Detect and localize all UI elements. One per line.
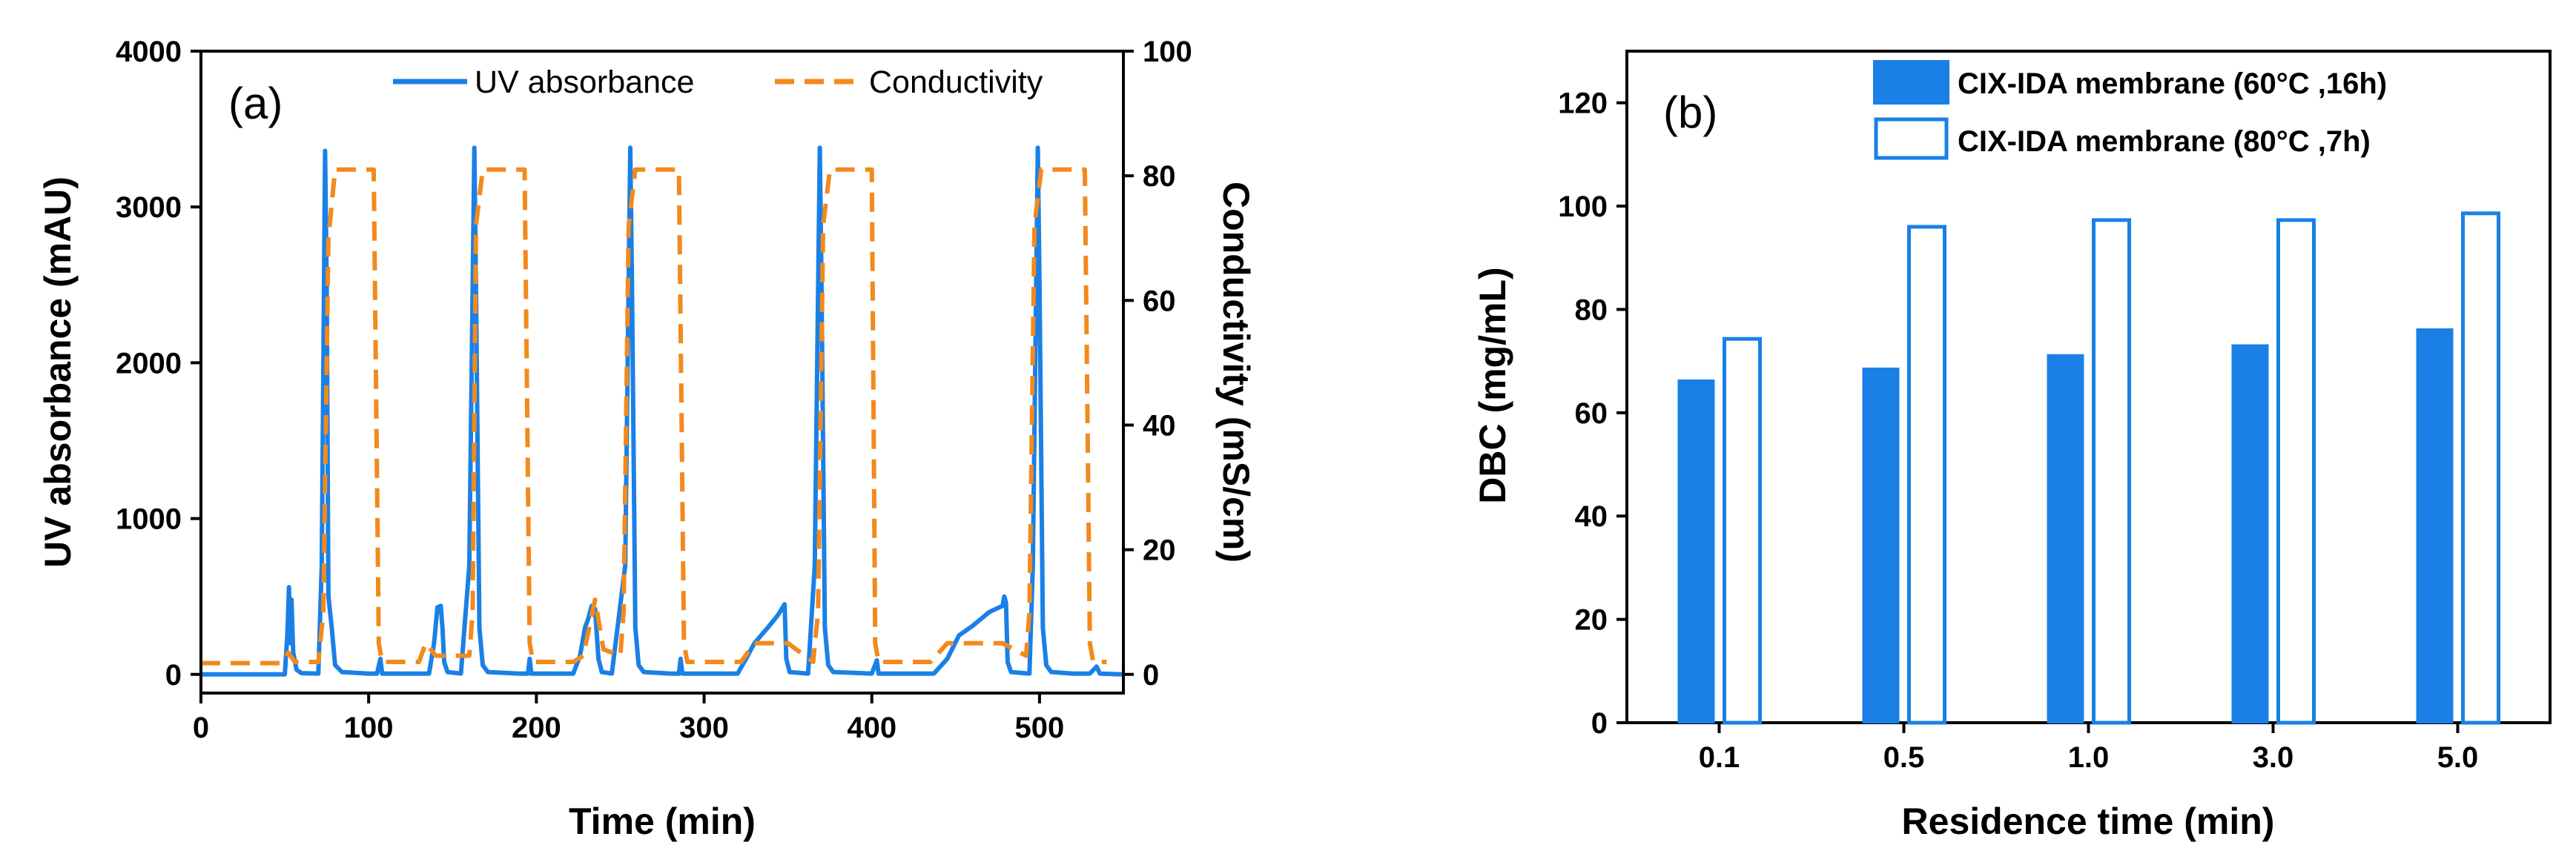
chart-a-y2-axis-title: Conductivity (mS/cm) <box>1215 182 1257 563</box>
bar-60c-16h-1-0 <box>2047 354 2084 723</box>
y-tick-label-b: 40 <box>1575 500 1608 533</box>
bar-80c-7h-5-0 <box>2461 211 2500 725</box>
chart-b: 0.1 0.5 1.0 3.0 5.0 0 20 40 60 80 100 120 (b) Resid… <box>1472 50 2552 842</box>
y-tick-label-b: 0 <box>1591 707 1608 740</box>
x-tick-label-a: 200 <box>512 712 561 744</box>
chart-b-x-axis-title: Residence time (min) <box>1902 801 2275 842</box>
y-tick-label-b: 80 <box>1575 294 1608 326</box>
chart-a-legend: UV absorbance Conductivity <box>393 64 1043 100</box>
bar-60c-16h-5-0 <box>2416 328 2454 723</box>
y-tick-label-a: 2000 <box>116 347 182 380</box>
bar-80c-7h-0-5 <box>1907 225 1946 725</box>
legend-swatch-outline <box>1874 117 1949 160</box>
bar-60c-16h-0-5 <box>1862 367 1900 723</box>
chart-a-x-axis-title: Time (min) <box>569 801 756 842</box>
bar-60c-16h-0-1 <box>1677 379 1715 723</box>
bar-80c-7h-3-0 <box>2276 218 2316 725</box>
y-tick-label-b: 120 <box>1558 87 1608 120</box>
legend-label-conductivity: Conductivity <box>869 64 1043 100</box>
legend-label-outline: CIX-IDA membrane (80°C ,7h) <box>1958 125 2371 158</box>
y-tick-label-b: 20 <box>1575 604 1608 637</box>
y-tick-label-b: 100 <box>1558 191 1608 223</box>
chart-a: 0 100 200 300 400 500 0 1000 2000 3000 4000 0 20 40 60… <box>37 36 1257 842</box>
bar-80c-7h-1-0 <box>2092 218 2131 725</box>
x-tick-label-b: 0.5 <box>1883 741 1925 774</box>
chart-b-legend: CIX-IDA membrane (60°C ,16h) CIX-IDA mem… <box>1873 60 2387 160</box>
x-tick-label-a: 300 <box>679 712 729 744</box>
legend-swatch-filled <box>1873 60 1949 105</box>
x-tick-label-b: 1.0 <box>2068 741 2110 774</box>
chart-a-panel-label: (a) <box>228 79 283 128</box>
y2-tick-label-a: 100 <box>1143 36 1192 68</box>
y2-tick-label-a: 60 <box>1143 285 1176 317</box>
x-tick-label-a: 100 <box>344 712 394 744</box>
x-tick-label-b: 3.0 <box>2253 741 2294 774</box>
y-tick-label-a: 4000 <box>116 36 182 68</box>
series-line-uv-absorbance <box>202 145 1122 677</box>
bar-60c-16h-3-0 <box>2231 344 2269 723</box>
x-tick-label-b: 5.0 <box>2437 741 2479 774</box>
y2-tick-label-a: 80 <box>1143 160 1176 193</box>
y2-tick-label-a: 0 <box>1143 659 1159 692</box>
y-tick-label-b: 60 <box>1575 397 1608 430</box>
x-tick-label-b: 0.1 <box>1699 741 1740 774</box>
chart-a-plot-frame <box>199 50 1125 695</box>
y2-tick-label-a: 40 <box>1143 409 1176 442</box>
y-tick-label-a: 3000 <box>116 191 182 224</box>
x-tick-label-a: 500 <box>1015 712 1065 744</box>
legend-label-filled: CIX-IDA membrane (60°C ,16h) <box>1958 67 2387 100</box>
chart-b-panel-label: (b) <box>1663 87 1717 137</box>
legend-label-uv-absorbance: UV absorbance <box>475 64 694 100</box>
y2-tick-label-a: 20 <box>1143 534 1176 567</box>
bar-80c-7h-0-1 <box>1723 337 1762 725</box>
y-tick-label-a: 1000 <box>116 503 182 536</box>
chart-b-y-axis-title: DBC (mg/mL) <box>1472 267 1513 503</box>
series-line-conductivity <box>202 167 1107 666</box>
x-tick-label-a: 400 <box>847 712 896 744</box>
chart-a-y-axis-title: UV absorbance (mAU) <box>37 176 79 568</box>
x-tick-label-a: 0 <box>193 712 209 744</box>
y-tick-label-a: 0 <box>165 659 182 692</box>
